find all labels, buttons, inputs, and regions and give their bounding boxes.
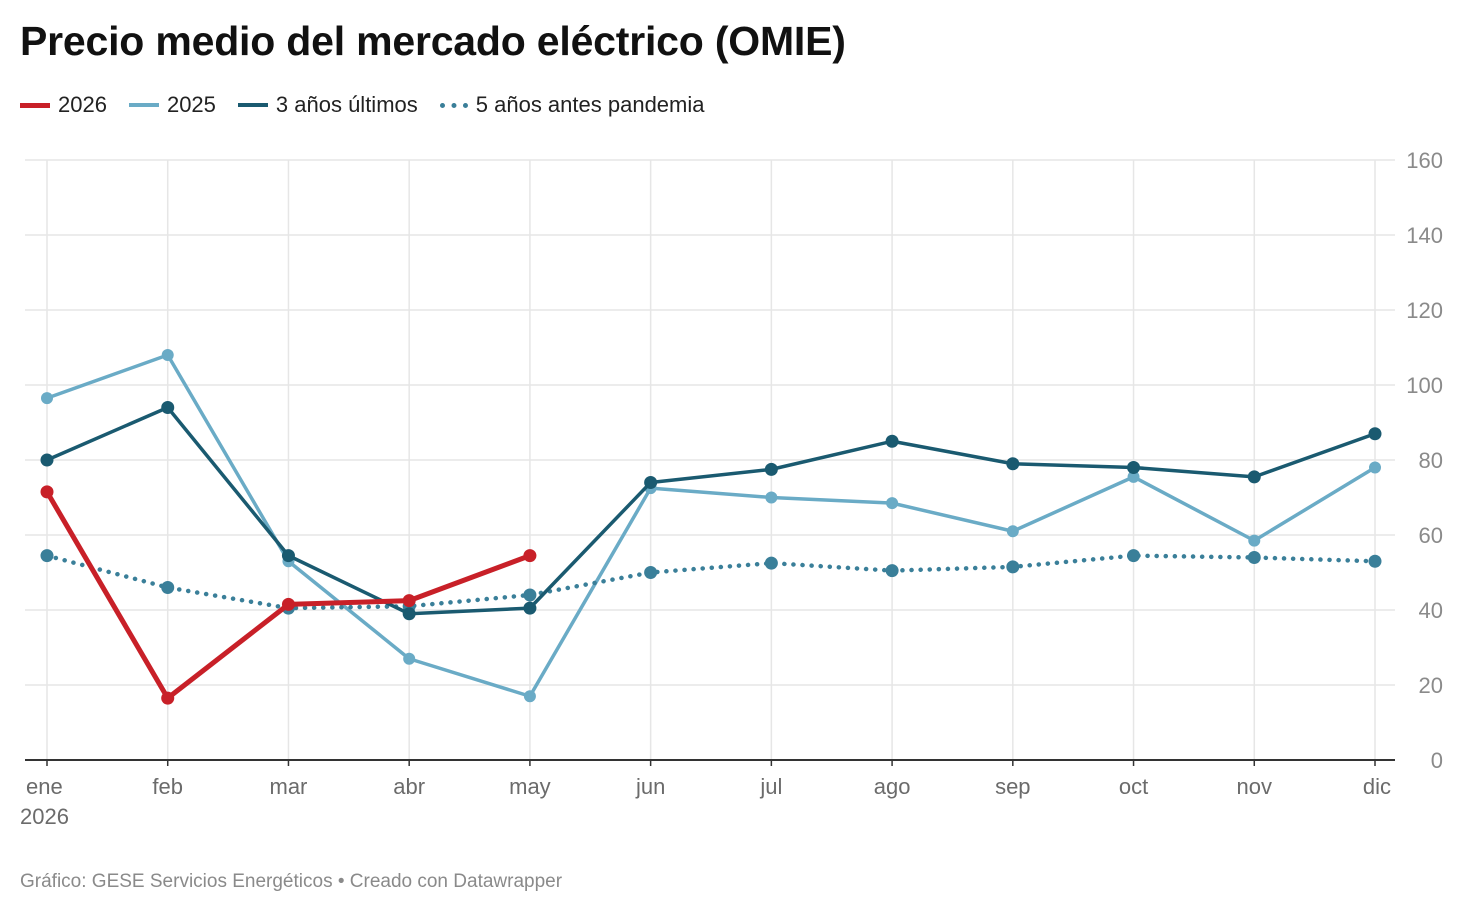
x-tick-label: ene: [26, 774, 63, 799]
data-point-s5y: [1247, 551, 1261, 564]
data-point-s2025: [161, 349, 174, 361]
data-point-s2026: [523, 549, 537, 563]
legend-swatch-2025: [128, 103, 159, 107]
legend-item-2026: 2026: [20, 92, 107, 118]
series-line-s2025: [45, 353, 1377, 698]
data-point-s2025: [765, 491, 778, 504]
data-point-s2026: [402, 594, 416, 608]
legend-label-2025: 2025: [166, 92, 216, 117]
data-point-s2025: [403, 652, 416, 665]
data-point-s3y: [1127, 461, 1141, 474]
y-tick-label: 160: [1406, 148, 1443, 173]
x-tick-label: abr: [393, 774, 425, 799]
data-point-s2026: [281, 597, 295, 611]
legend-label-3-anos: 3 años últimos: [275, 92, 418, 117]
legend-label-5-anos: 5 años antes pandemia: [475, 92, 705, 117]
legend: 2026 2025 3 años últimos 5 años antes pa…: [20, 92, 727, 118]
y-tick-label: 40: [1419, 598, 1443, 623]
legend-item-5-anos: 5 años antes pandemia: [439, 92, 705, 118]
x-tick-label: mar: [270, 774, 308, 799]
x-tick-label: oct: [1119, 774, 1148, 799]
y-tick-label: 60: [1419, 523, 1443, 548]
series-s2026: [40, 485, 537, 705]
legend-item-3-anos: 3 años últimos: [237, 92, 418, 118]
x-tick-label: sep: [995, 774, 1030, 799]
y-tick-label: 20: [1419, 673, 1443, 698]
legend-swatch-5-anos: [439, 102, 468, 108]
data-point-s5y: [161, 581, 175, 594]
axes: 0 20 40 60 80 100 120 140 160 ene feb mar abr may jun j…: [20, 148, 1443, 829]
series-s5y: [40, 549, 1382, 615]
data-point-s2025: [523, 690, 536, 703]
data-point-s2025: [886, 497, 899, 510]
data-point-s3y: [885, 434, 899, 448]
data-point-s5y: [40, 549, 54, 563]
data-point-s2025: [1127, 470, 1140, 483]
x-tick-label: feb: [152, 774, 183, 799]
data-point-s3y: [40, 453, 54, 467]
data-point-s3y: [1247, 470, 1261, 484]
data-point-s2025: [1248, 534, 1261, 547]
data-point-s5y: [1127, 549, 1141, 563]
footer-credit: Gráfico: GESE Servicios Energéticos • Cr…: [20, 871, 563, 892]
data-point-s3y: [1006, 457, 1020, 471]
legend-label-2026: 2026: [58, 92, 107, 117]
series-line-s5y: [44, 553, 1378, 611]
line-chart: 0 20 40 60 80 100 120 140 160 ene feb mar abr may jun j…: [20, 148, 1443, 829]
data-point-s3y: [644, 476, 658, 489]
y-tick-label: 120: [1406, 298, 1443, 323]
series-s2025: [41, 349, 1381, 703]
y-tick-label: 140: [1406, 223, 1443, 248]
data-point-s5y: [885, 564, 899, 578]
x-tick-label: dic: [1363, 774, 1391, 799]
x-tick-label: may: [509, 774, 551, 799]
grid: [25, 159, 1395, 760]
legend-item-2025: 2025: [128, 92, 216, 118]
data-point-s5y: [1368, 554, 1382, 568]
legend-swatch-3-anos: [237, 103, 268, 107]
series-s3y: [40, 401, 1382, 621]
x-tick-sublabel: 2026: [20, 804, 69, 829]
x-tick-label: ago: [874, 774, 911, 799]
data-point-s2025: [1369, 461, 1381, 474]
data-point-s3y: [1368, 427, 1382, 441]
data-point-s3y: [281, 549, 295, 563]
data-point-s3y: [523, 601, 537, 615]
y-tick-label: 0: [1431, 748, 1443, 773]
data-point-s3y: [402, 607, 416, 621]
series: [40, 349, 1382, 705]
series-line-s3y: [45, 405, 1377, 616]
data-point-s5y: [523, 588, 537, 602]
data-point-s2026: [40, 485, 54, 499]
legend-swatch-2026: [20, 102, 50, 108]
x-tick-label: jun: [635, 774, 665, 799]
data-point-s3y: [764, 462, 778, 476]
x-tick-label: jul: [759, 774, 782, 799]
data-point-s5y: [644, 566, 658, 579]
y-tick-label: 80: [1419, 448, 1443, 473]
data-point-s5y: [1006, 560, 1020, 574]
x-tick-label: nov: [1237, 774, 1272, 799]
data-point-s2025: [41, 392, 53, 405]
data-point-s2026: [161, 691, 175, 705]
chart-title: Precio medio del mercado eléctrico (OMIE…: [20, 18, 846, 64]
data-point-s5y: [764, 556, 778, 570]
data-point-s3y: [161, 401, 175, 414]
y-tick-label: 100: [1406, 373, 1443, 398]
data-point-s2025: [1006, 525, 1019, 538]
